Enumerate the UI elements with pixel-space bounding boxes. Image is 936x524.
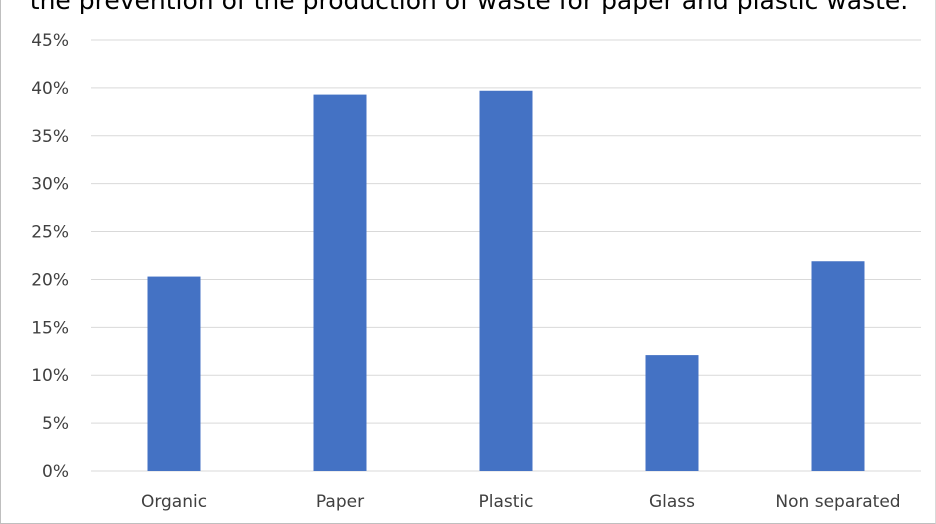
y-tick-label: 20% bbox=[31, 270, 69, 290]
x-tick-label: Non separated bbox=[775, 492, 900, 512]
x-tick-label: Paper bbox=[316, 492, 364, 512]
y-tick-label: 5% bbox=[42, 414, 69, 434]
bar-plastic bbox=[479, 90, 533, 472]
x-tick-label: Organic bbox=[141, 492, 207, 512]
y-tick-label: 40% bbox=[31, 79, 69, 99]
bar-organic bbox=[147, 276, 201, 471]
y-axis-ticks: 0% 5% 10% 15% 20% 25% 30% 35% 40% 45% bbox=[31, 31, 69, 482]
chart-title: the prevention of the production of wast… bbox=[29, 0, 909, 15]
x-tick-label: Plastic bbox=[479, 492, 534, 512]
y-tick-label: 35% bbox=[31, 127, 69, 147]
x-axis-ticks: Organic Paper Plastic Glass Non separated bbox=[141, 492, 901, 512]
bar-glass bbox=[645, 355, 699, 471]
y-tick-label: 30% bbox=[31, 175, 69, 195]
bar-paper bbox=[313, 94, 367, 472]
y-tick-label: 10% bbox=[31, 366, 69, 386]
y-tick-label: 15% bbox=[31, 318, 69, 338]
y-tick-label: 45% bbox=[31, 31, 69, 51]
y-tick-label: 0% bbox=[42, 462, 69, 482]
y-tick-label: 25% bbox=[31, 223, 69, 243]
x-tick-label: Glass bbox=[649, 492, 695, 512]
bar-non-separated bbox=[811, 261, 865, 471]
bars bbox=[147, 90, 865, 472]
